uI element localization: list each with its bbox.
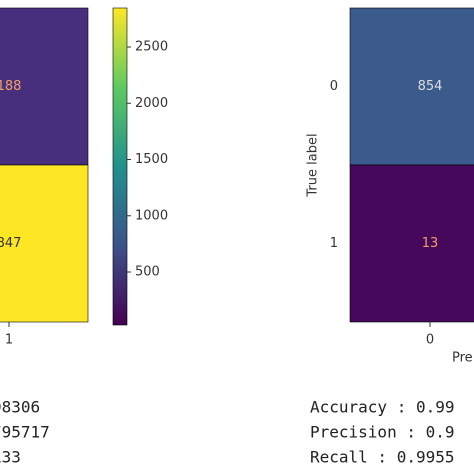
cell-label: 13 [422,236,439,251]
y-axis-label: True label [306,133,321,197]
y-tick-label: 0 [330,79,338,94]
cell [0,7,89,166]
cell [349,164,474,323]
metric-line: 795717 [0,423,50,442]
metric-line: 98306 [0,398,40,417]
cell-label: 188 [0,79,21,94]
metric-line: Accuracy : 0.99 [310,398,455,417]
cell-label: 847 [0,236,21,251]
metric-line: 133 [0,448,21,467]
colorbar-tick-label: 2500 [135,40,168,55]
x-tick-label: 0 [426,333,434,348]
colorbar-tick-label: 1000 [135,208,168,223]
x-axis-label: Pre [452,351,473,366]
metric-line: Precision : 0.9 [310,423,455,442]
cell-label: 854 [418,79,443,94]
colorbar-tick-label: 2000 [135,96,168,111]
colorbar-tick-label: 500 [135,265,160,280]
cell [0,164,89,323]
y-tick-label: 1 [330,236,338,251]
x-tick-label: 1 [5,333,13,348]
cell [349,7,474,166]
colorbar-tick-label: 1500 [135,152,168,167]
metric-line: Recall : 0.9955 [310,448,455,467]
colorbar [112,7,128,326]
